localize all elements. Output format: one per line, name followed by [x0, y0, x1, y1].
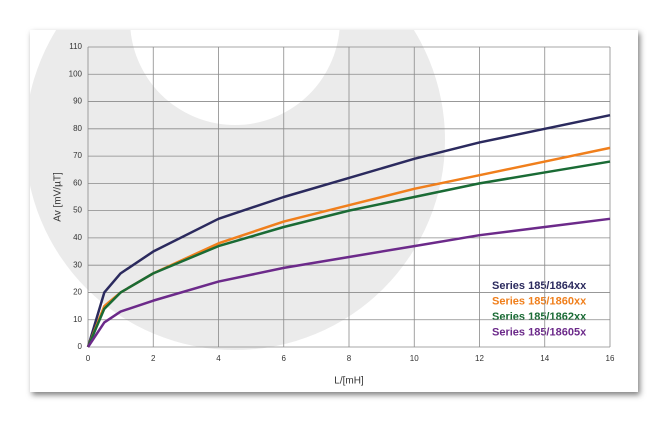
y-tick-label: 50	[73, 206, 82, 215]
legend-entry: Series 185/1864xx	[492, 280, 587, 292]
y-tick-label: 110	[69, 42, 82, 51]
series-line	[86, 160, 611, 348]
y-tick-label: 70	[73, 151, 82, 160]
x-tick-label: 12	[475, 354, 484, 363]
x-tick-label: 14	[540, 354, 549, 363]
legend-entry: Series 185/18605x	[492, 326, 587, 338]
x-tick-label: 0	[86, 354, 91, 363]
x-tick-label: 4	[216, 354, 221, 363]
x-axis-label: L/[mH]	[334, 376, 364, 387]
x-tick-label: 6	[282, 354, 287, 363]
x-tick-label: 10	[410, 354, 419, 363]
y-tick-label: 60	[73, 178, 82, 187]
y-tick-label: 80	[73, 124, 82, 133]
y-tick-label: 40	[73, 233, 82, 242]
y-tick-label: 0	[78, 342, 83, 351]
y-tick-label: 10	[73, 315, 82, 324]
series-line	[86, 217, 611, 348]
x-tick-label: 16	[606, 354, 615, 363]
y-tick-label: 30	[73, 260, 82, 269]
y-tick-label: 90	[73, 97, 82, 106]
y-tick-label: 20	[73, 288, 82, 297]
x-tick-label: 2	[151, 354, 156, 363]
series-line	[86, 113, 611, 348]
legend-entry: Series 185/1860xx	[492, 295, 587, 307]
y-axis-label: Av [mV/µT]	[53, 172, 64, 222]
x-tick-label: 8	[347, 354, 352, 363]
y-tick-label: 100	[69, 69, 83, 78]
legend-entry: Series 185/1862xx	[492, 311, 587, 323]
